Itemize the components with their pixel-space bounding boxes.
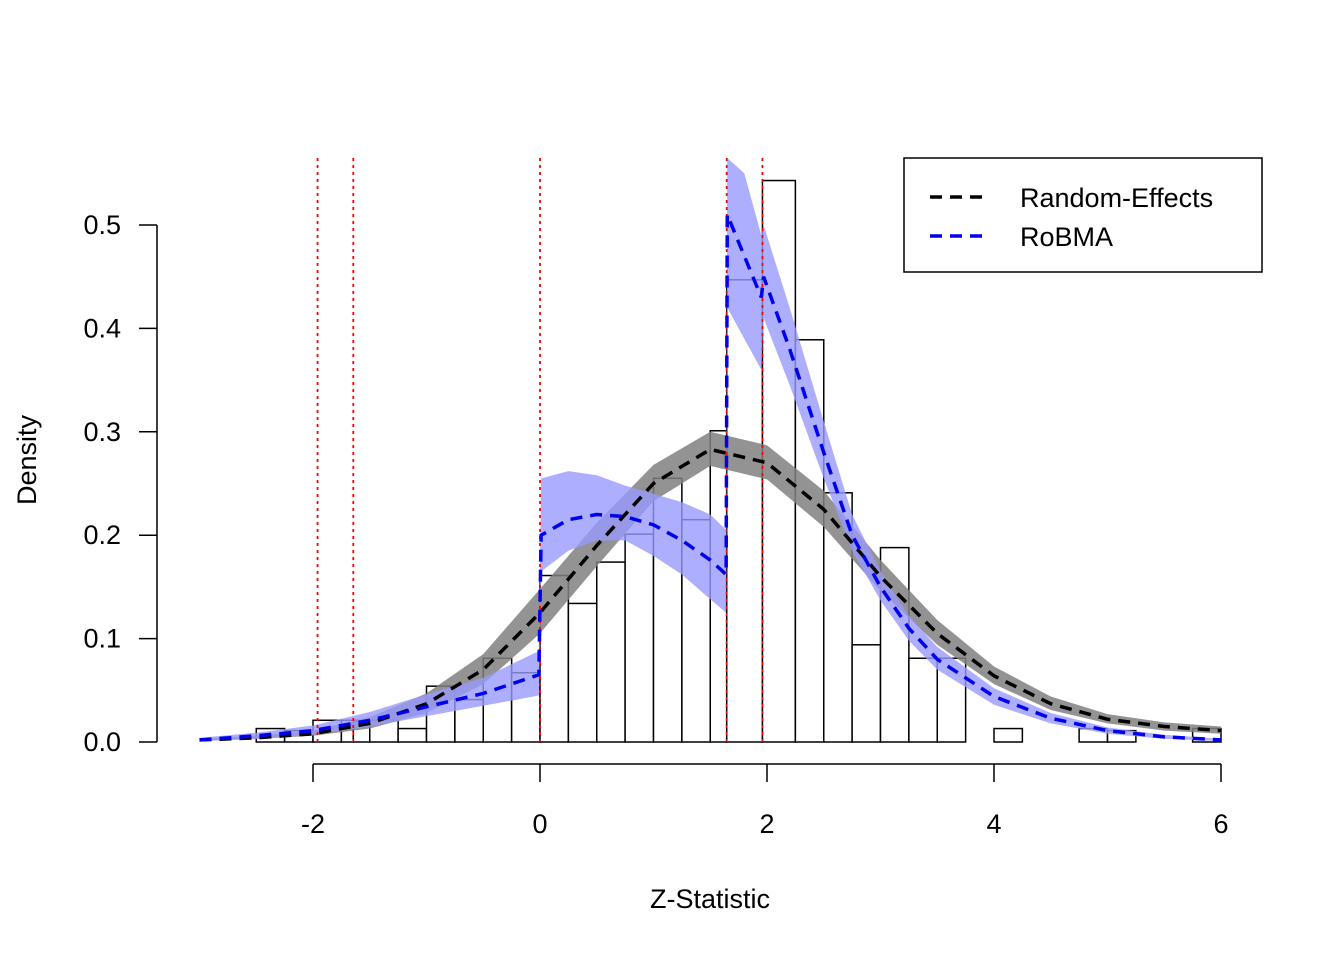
histogram-bar-22 [851,644,882,743]
axes: -2 0 2 4 6 0.0 0.1 0.2 0.3 0.4 0.5 [83,210,1228,839]
band-random-effects [199,431,1221,741]
y-tick-label-0: 0.0 [83,727,121,757]
y-tick-label-1: 0.1 [83,624,121,654]
histogram-bar-27 [993,727,1024,743]
legend-label-robma: RoBMA [1020,222,1113,252]
histogram-bar-12 [567,602,598,743]
y-tick-label-4: 0.4 [83,313,121,343]
legend: Random-Effects RoBMA [903,157,1263,273]
x-tick-label-1: 0 [532,809,547,839]
density-curves [199,213,1222,742]
y-tick-label-5: 0.5 [83,210,121,240]
x-axis-label: Z-Statistic [650,884,770,914]
x-tick-label-0: -2 [301,809,325,839]
histogram-bar-13 [596,561,626,743]
y-tick-label-3: 0.3 [83,417,121,447]
legend-box [903,157,1263,273]
histogram-bar-24 [908,657,938,743]
y-tick-label-2: 0.2 [83,520,121,550]
curve-random-effects [199,447,1222,742]
x-tick-label-4: 6 [1213,809,1228,839]
legend-label-random-effects: Random-Effects [1020,183,1213,213]
x-tick-label-2: 2 [759,809,774,839]
x-tick-label-3: 4 [986,809,1001,839]
y-axis-label: Density [12,414,42,505]
histogram-bar-14 [624,533,655,743]
histogram-bar-6 [397,727,428,743]
confidence-bands [199,158,1221,741]
